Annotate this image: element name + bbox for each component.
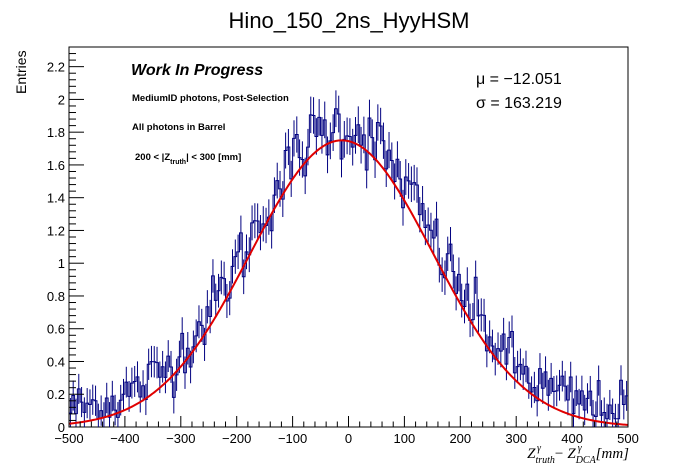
- x-label-z1: Z: [527, 446, 536, 462]
- y-tick-label: 0.6: [47, 322, 65, 337]
- z-range-pre: 200 < |Z: [135, 152, 170, 163]
- x-tick-label: −200: [222, 431, 251, 446]
- gaussian-fit-curve: [68, 139, 629, 426]
- y-tick-label: 1.6: [47, 158, 65, 173]
- region-label: All photons in Barrel: [132, 122, 225, 133]
- y-tick-label: 1.4: [47, 191, 65, 206]
- x-label-sup1: γ: [537, 443, 542, 454]
- selection-label: MediumID photons, Post-Selection: [132, 93, 289, 104]
- y-tick-label: 1.8: [47, 125, 65, 140]
- histogram-layer: [69, 90, 628, 427]
- x-label-sub1: truth: [535, 455, 554, 466]
- x-tick-label: 100: [394, 431, 416, 446]
- y-tick-label: 1.2: [47, 223, 65, 238]
- x-tick-label: −400: [110, 431, 139, 446]
- y-tick-label: 0: [58, 420, 65, 435]
- x-tick-label: −100: [278, 431, 307, 446]
- x-tick-label: 200: [449, 431, 471, 446]
- x-label-sup2: γ: [578, 443, 583, 454]
- x-tick-label: 300: [505, 431, 527, 446]
- x-tick-label: 400: [561, 431, 583, 446]
- y-tick-label: 0.4: [47, 354, 65, 369]
- y-tick-label: 2: [58, 92, 65, 107]
- x-axis-label: Ztruthγ − ZDCAγ [mm]: [527, 443, 629, 466]
- z-range-post: | < 300 [mm]: [186, 152, 241, 163]
- wip-label: Work In Progress: [131, 62, 263, 79]
- histogram-steps: [69, 108, 628, 420]
- y-tick-label: 0.8: [47, 289, 65, 304]
- x-label-unit: [mm]: [596, 446, 630, 462]
- sigma-label: σ = 163.219: [476, 95, 562, 112]
- fit-layer: [68, 139, 629, 426]
- x-label-sub2: DCA: [575, 455, 597, 466]
- axis-layer: −500 −400 −300 −200 −100 0 100 200 300 400 500 0 0.2…: [47, 46, 639, 446]
- z-range-sub: truth: [170, 159, 186, 166]
- x-tick-label: −300: [166, 431, 195, 446]
- x-tick-label: −500: [54, 431, 83, 446]
- z-range-label: 200 < |Ztruth| < 300 [mm]: [135, 152, 241, 166]
- y-axis-label: Entries: [13, 50, 29, 94]
- chart-title: Hino_150_2ns_HyyHSM: [229, 8, 470, 33]
- y-tick-label: 2.2: [47, 60, 65, 75]
- y-tick-label: 0.2: [47, 387, 65, 402]
- x-label-minus: −: [555, 446, 563, 462]
- mu-label: μ = −12.051: [476, 71, 562, 88]
- y-tick-label: 1: [58, 256, 65, 271]
- x-tick-label: 0: [345, 431, 352, 446]
- x-tick-label: 500: [617, 431, 639, 446]
- x-label-z2: Z: [567, 446, 576, 462]
